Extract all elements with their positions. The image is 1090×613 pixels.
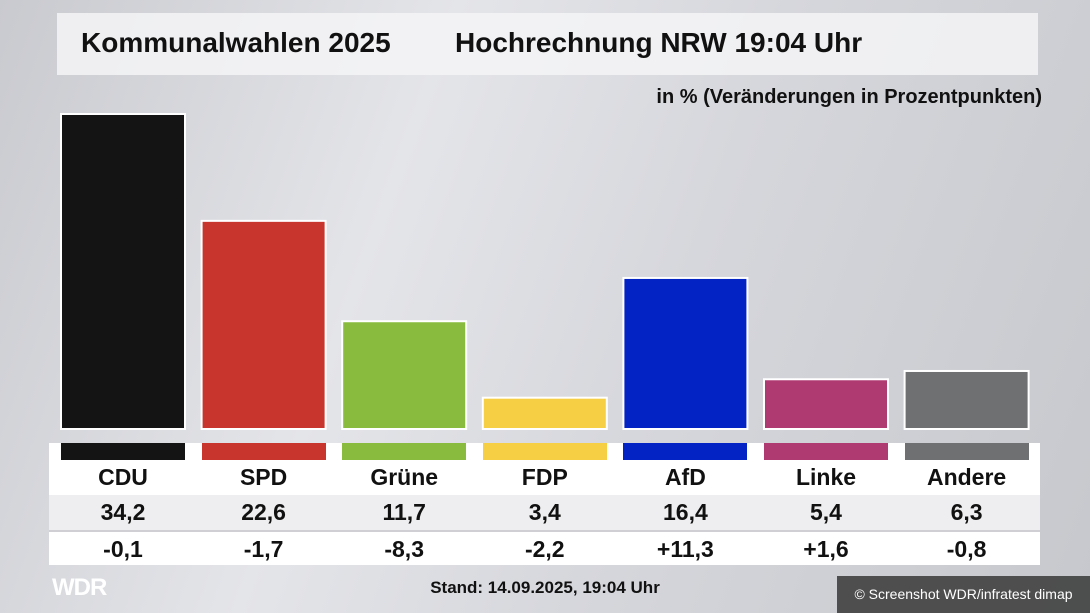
bar-afd: [622, 276, 749, 430]
change-label: -0,1: [103, 536, 143, 562]
bar-grüne: [341, 320, 468, 431]
party-label: Andere: [926, 464, 1007, 490]
party-label: Grüne: [370, 464, 439, 490]
stand-text: Stand: 14.09.2025, 19:04 Uhr: [430, 578, 660, 597]
color-strip: [904, 443, 1029, 460]
color-strip: [623, 443, 748, 460]
change-label: -0,8: [946, 536, 987, 562]
value-label: 11,7: [382, 499, 426, 525]
color-strip: [764, 443, 888, 460]
party-label: CDU: [98, 464, 148, 490]
bar-fdp: [481, 396, 608, 430]
value-label: 6,3: [950, 499, 983, 525]
change-row: -0,1 -1,7 -8,3 -2,2 +11,3 +1,6 -0,8: [49, 530, 1040, 567]
bar-cdu: [60, 113, 186, 430]
title-box: Kommunalwahlen 2025 Hochrechnung NRW 19:…: [57, 13, 1038, 75]
party-label: SPD: [239, 464, 288, 490]
results-table: CDU SPD Grüne FDP AfD Linke Andere 34,2 22,6 11,…: [49, 443, 1040, 565]
change-label: -1,7: [243, 536, 284, 562]
value-label: 5,4: [810, 499, 842, 525]
title: Kommunalwahlen 2025: [81, 27, 391, 58]
party-label: FDP: [521, 464, 568, 490]
value-row: 34,2 22,6 11,7 3,4 16,4 5,4 6,3: [49, 495, 1040, 530]
bar-andere: [903, 369, 1030, 431]
value-label: 22,6: [241, 499, 286, 525]
subtitle: Hochrechnung NRW 19:04 Uhr: [455, 27, 863, 58]
color-strip: [342, 443, 467, 460]
copyright: © Screenshot WDR/infratest dimap: [837, 576, 1090, 613]
color-strip: [482, 443, 607, 460]
color-strip: [201, 443, 326, 460]
color-strip: [61, 443, 185, 460]
value-label: 16,4: [663, 499, 708, 525]
wdr-logo: WDR: [52, 574, 107, 601]
party-row: CDU SPD Grüne FDP AfD Linke Andere: [49, 460, 1040, 495]
change-label: -8,3: [384, 536, 424, 562]
party-label: Linke: [795, 464, 857, 490]
unit-note: in % (Veränderungen in Prozentpunkten): [656, 86, 1042, 108]
change-label: +11,3: [656, 536, 714, 562]
value-label: 34,2: [100, 499, 146, 525]
value-label: 3,4: [528, 499, 561, 525]
party-label: AfD: [664, 464, 706, 490]
bar-linke: [763, 378, 889, 430]
change-label: +1,6: [803, 536, 849, 562]
bar-spd: [200, 219, 327, 430]
change-label: -2,2: [524, 536, 565, 562]
